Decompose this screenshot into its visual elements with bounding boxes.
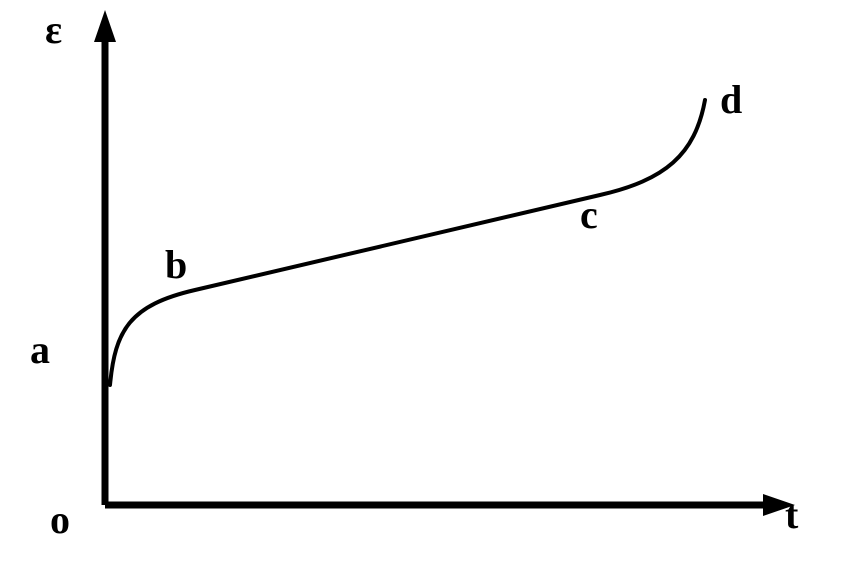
creep-curve-chart: ε t o a b c d <box>0 0 844 571</box>
chart-svg <box>0 0 844 571</box>
